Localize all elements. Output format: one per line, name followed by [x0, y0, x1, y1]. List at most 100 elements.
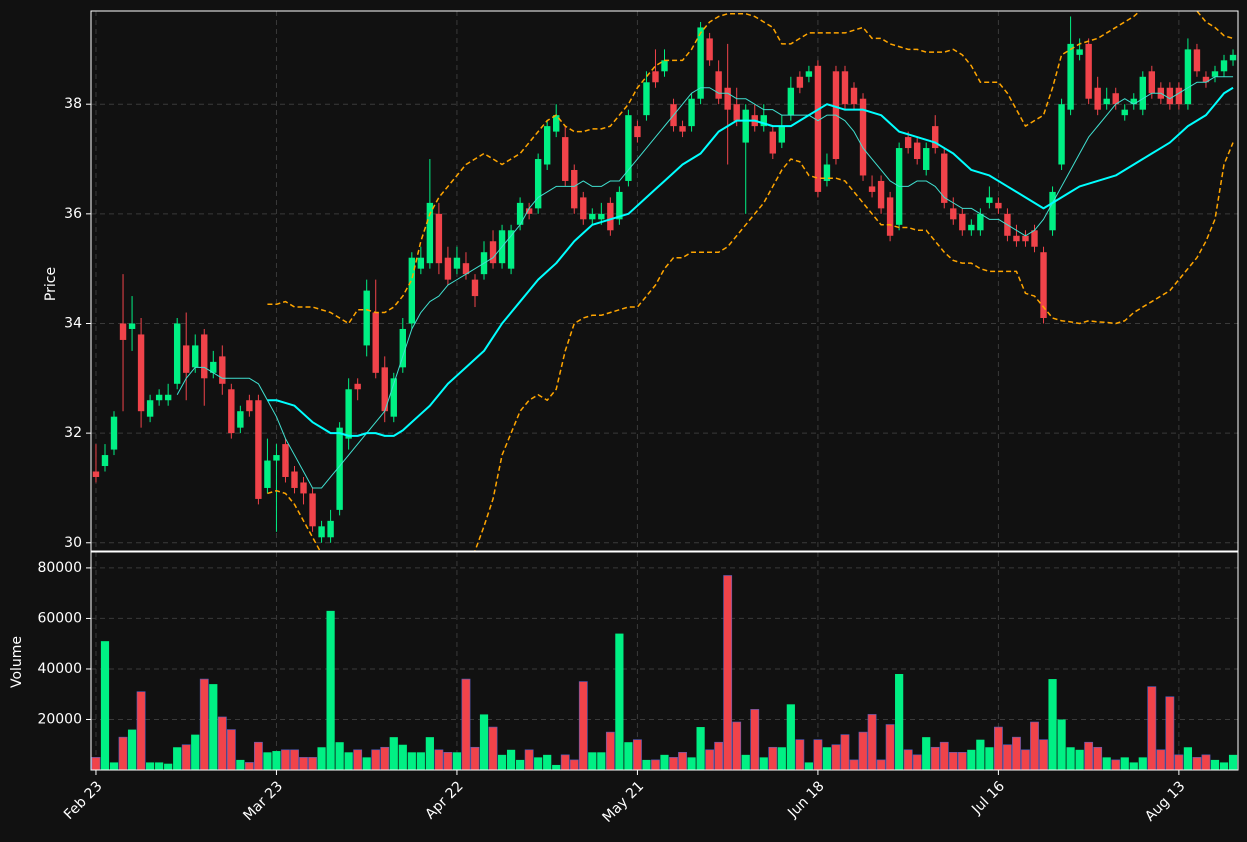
candle-body [769, 131, 776, 154]
volume-bar [199, 678, 209, 770]
candle-body [1013, 235, 1020, 242]
candle-body [986, 197, 993, 203]
candle-body [1202, 76, 1210, 83]
volume-bar [1129, 762, 1138, 770]
candle-body [1166, 87, 1174, 105]
candle-body [841, 71, 849, 105]
volume-bar [380, 746, 390, 770]
volume-bar [750, 709, 760, 770]
candle-body [959, 213, 966, 231]
volume-bar [624, 742, 633, 770]
volume-bar [146, 762, 155, 770]
candle-body [471, 279, 479, 297]
volume-bar [1201, 754, 1211, 770]
volume-bar [326, 610, 335, 770]
volume-bar [615, 633, 624, 770]
volume-bar [443, 752, 453, 770]
volume-bar [1120, 757, 1129, 770]
candle-body [228, 389, 235, 434]
candle-body [1085, 43, 1092, 99]
volume-bar [831, 744, 841, 770]
volume-bar [939, 741, 949, 770]
volume-bar [903, 749, 913, 770]
candle-body [444, 257, 452, 280]
volume-bar [895, 674, 904, 770]
y-tick-label: 30 [64, 535, 82, 551]
volume-bar [922, 737, 931, 770]
volume-bar [299, 757, 308, 770]
volume-bar [1174, 754, 1184, 770]
volume-bar [217, 716, 227, 770]
candle-body [616, 191, 623, 220]
volume-bar [1057, 719, 1066, 770]
candle-body [688, 98, 695, 127]
candle-body [381, 367, 388, 412]
candle-body [1103, 98, 1110, 105]
volume-bar [1156, 749, 1166, 770]
candle-body [183, 345, 190, 373]
indicator-line [267, 86, 1234, 437]
volume-bar [244, 762, 254, 770]
indicator-line [267, 142, 1234, 551]
candle-body [580, 197, 587, 220]
volume-bar [452, 752, 462, 770]
volume-bar [678, 752, 687, 770]
volume-bar [1066, 747, 1075, 770]
volume-frame [90, 551, 1239, 771]
candle-body [336, 427, 343, 510]
volume-bar [425, 737, 434, 770]
candle-body [119, 323, 127, 340]
indicator-line [176, 76, 1234, 489]
candle-body [164, 394, 172, 401]
volume-bar [155, 762, 164, 770]
candle-body [913, 142, 921, 160]
candle-body [345, 389, 352, 439]
candle-body [679, 126, 686, 132]
candle-body [661, 60, 668, 72]
candle-body [571, 169, 578, 209]
candle-body [796, 76, 804, 88]
volume-bar [416, 752, 425, 770]
candle-body [255, 400, 262, 499]
volume-bar [1075, 749, 1084, 770]
candle-body [1067, 43, 1074, 110]
candle-body [146, 400, 154, 417]
volume-bar [308, 757, 317, 770]
candle-body [733, 104, 740, 121]
volume-bar [876, 759, 886, 770]
volume-bar [398, 744, 407, 770]
volume-bar [389, 737, 398, 770]
volume-bar [1030, 721, 1039, 770]
candle-body [968, 224, 975, 231]
volume-bar [181, 744, 191, 770]
volume-bar [118, 736, 128, 770]
volume-bar [1210, 759, 1220, 770]
candle-body [706, 38, 713, 61]
volume-bar [1183, 747, 1193, 770]
candle-body [1058, 104, 1065, 165]
volume-bar [1093, 746, 1103, 770]
candle-body [760, 115, 767, 127]
volume-bar [597, 752, 606, 770]
candle-body [859, 98, 867, 176]
volume-bar [560, 754, 570, 770]
volume-bar [867, 714, 877, 770]
y-tick-label: 40000 [37, 661, 82, 677]
candle-body [309, 493, 316, 527]
volume-bar [109, 762, 119, 770]
volume-bar [1165, 696, 1175, 770]
candle-body [995, 202, 1002, 209]
volume-axis-label: Volume [9, 636, 25, 688]
candle-body [877, 180, 885, 209]
candle-body [1022, 235, 1029, 242]
price-axis-label: Price [43, 267, 59, 301]
volume-bar [362, 757, 371, 770]
candle-body [399, 328, 406, 368]
candle-body [589, 213, 596, 220]
candle-body [408, 257, 416, 324]
price-plot [92, 11, 1237, 551]
volume-bar [516, 759, 525, 770]
candle-body [1148, 71, 1156, 94]
volume-bar [759, 757, 768, 770]
